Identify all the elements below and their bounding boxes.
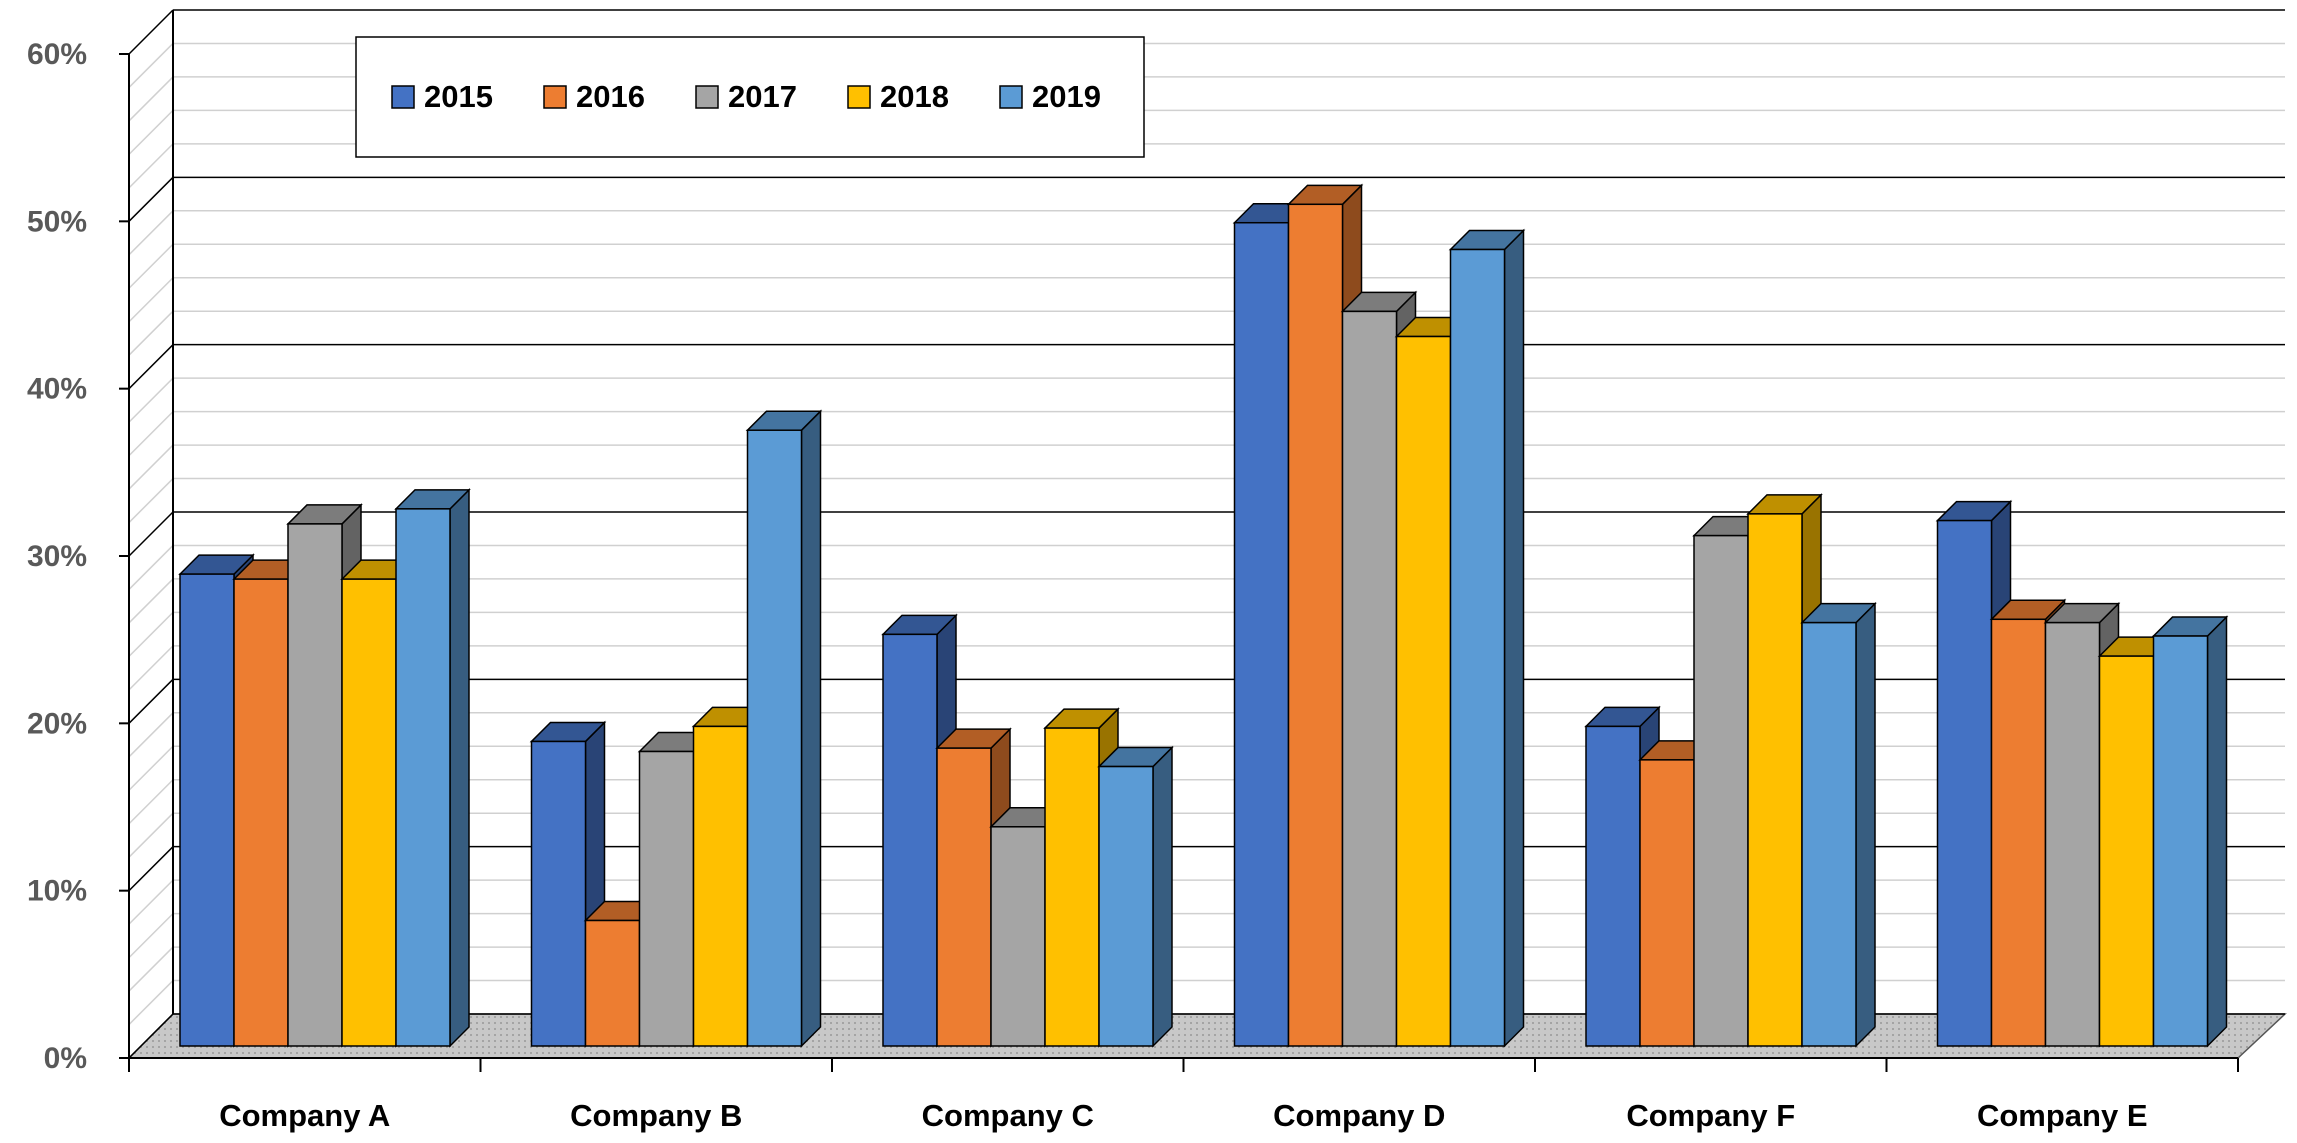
y-tick-label: 30% — [27, 540, 87, 573]
bar — [1044, 727, 1100, 1047]
bar — [882, 633, 938, 1047]
legend-swatch — [391, 85, 415, 109]
bar — [638, 750, 695, 1047]
minor-grid-side — [128, 243, 174, 289]
x-tick-label: Company B — [570, 1098, 742, 1133]
x-tick-label: Company A — [219, 1098, 390, 1133]
minor-grid-side — [128, 478, 174, 524]
bar — [395, 508, 451, 1047]
y-tick-label: 40% — [27, 373, 87, 406]
bar — [1449, 248, 1506, 1047]
legend-swatch — [695, 85, 719, 109]
bar — [341, 578, 397, 1047]
bar — [1801, 621, 1857, 1047]
minor-grid-side — [128, 913, 174, 959]
bar — [584, 919, 641, 1047]
legend-swatch — [847, 85, 871, 109]
grid-line-side — [128, 1013, 174, 1059]
legend-swatch — [543, 85, 567, 109]
minor-grid-side — [128, 42, 174, 88]
bar — [2044, 621, 2101, 1047]
bar-side — [449, 488, 470, 1048]
minor-grid-side — [128, 109, 174, 155]
legend-swatch — [999, 85, 1023, 109]
legend-label: 2015 — [424, 79, 493, 114]
bar — [287, 523, 343, 1047]
minor-grid-side — [128, 76, 174, 122]
minor-grid-side — [128, 210, 174, 256]
minor-grid-side — [128, 879, 174, 925]
minor-grid-side — [128, 980, 174, 1026]
bar-side — [1855, 601, 1876, 1048]
bar — [1098, 765, 1154, 1047]
minor-grid-side — [128, 745, 174, 791]
bar — [692, 725, 749, 1047]
y-tick-label: 10% — [27, 875, 87, 908]
legend-label: 2018 — [880, 79, 949, 114]
bar-side — [2206, 615, 2228, 1048]
bar — [1233, 221, 1290, 1047]
bar — [1585, 725, 1641, 1047]
minor-grid-side — [128, 779, 174, 825]
legend: 2015 2016 2017 2018 2019 — [355, 36, 1145, 158]
bar — [2098, 655, 2155, 1047]
x-tick-label: Company E — [1977, 1098, 2148, 1133]
minor-grid-side — [128, 712, 174, 758]
y-tick-label: 60% — [27, 38, 87, 71]
minor-grid-side — [128, 143, 174, 189]
bar — [990, 826, 1046, 1047]
minor-grid-side — [128, 411, 174, 457]
x-tick-label: Company F — [1626, 1098, 1795, 1133]
bar — [530, 740, 587, 1047]
bar — [1936, 519, 1993, 1047]
x-tick-label: Company D — [1273, 1098, 1445, 1133]
bar — [2152, 635, 2209, 1047]
minor-grid-side — [128, 812, 174, 858]
bar — [1395, 335, 1452, 1047]
bar — [1639, 759, 1695, 1047]
bar-side — [800, 409, 822, 1048]
legend-label: 2019 — [1032, 79, 1101, 114]
bar — [179, 573, 235, 1047]
minor-grid-side — [128, 444, 174, 490]
bar — [1990, 618, 2047, 1047]
legend-label: 2016 — [576, 79, 645, 114]
minor-grid-side — [128, 946, 174, 992]
minor-grid-side — [128, 310, 174, 356]
x-tick-label: Company C — [922, 1098, 1094, 1133]
bar — [1341, 310, 1398, 1047]
bar — [233, 578, 289, 1047]
grid-line-side — [128, 511, 174, 557]
bar-side — [1503, 228, 1525, 1048]
bar — [936, 747, 992, 1047]
minor-grid-side — [128, 377, 174, 423]
minor-grid-side — [128, 544, 174, 590]
legend-label: 2017 — [728, 79, 797, 114]
grid-line-side — [128, 9, 174, 55]
bar-side — [1152, 745, 1173, 1048]
bar — [1287, 203, 1344, 1047]
minor-grid-side — [128, 611, 174, 657]
bar — [746, 429, 803, 1047]
bar — [1747, 513, 1803, 1047]
y-tick-label: 0% — [44, 1042, 87, 1075]
y-tick-label: 20% — [27, 707, 87, 740]
minor-grid-side — [128, 645, 174, 691]
grid-line-side — [128, 846, 174, 892]
minor-grid-side — [128, 578, 174, 624]
grid-line-side — [128, 176, 174, 222]
bar — [1693, 534, 1749, 1047]
y-tick-label: 50% — [27, 205, 87, 238]
grid-line-side — [128, 344, 174, 390]
minor-grid-side — [128, 277, 174, 323]
grid-line-side — [128, 678, 174, 724]
